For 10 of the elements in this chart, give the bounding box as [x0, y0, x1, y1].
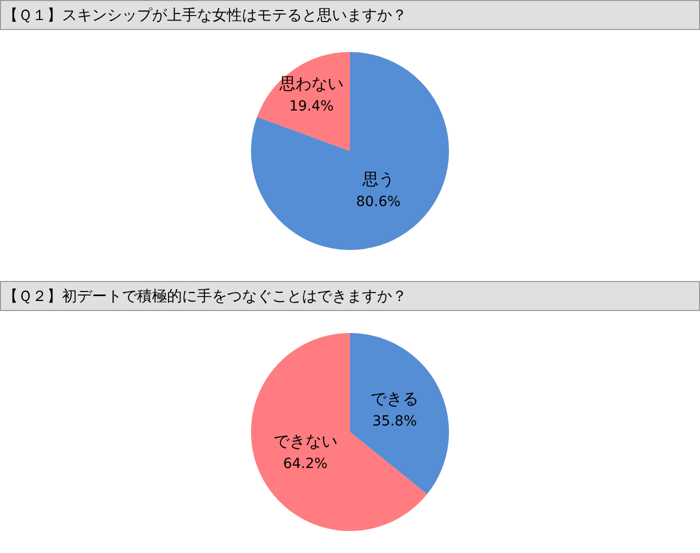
chart-title: 【Ｑ１】スキンシップが上手な女性はモテると思いますか？: [0, 0, 700, 30]
slice-label: 思わない: [278, 74, 344, 93]
slice-label: できない: [273, 432, 338, 451]
slice-label: 思う: [361, 170, 394, 189]
slice-label: できる: [370, 388, 419, 408]
data-label: 35.8%: [372, 413, 417, 430]
data-label: 64.2%: [283, 456, 328, 472]
chart-title: 【Ｑ２】初デートで積極的に手をつなぐことはできますか？: [0, 281, 700, 311]
data-label: 19.4%: [289, 98, 334, 114]
data-label: 80.6%: [356, 194, 401, 210]
